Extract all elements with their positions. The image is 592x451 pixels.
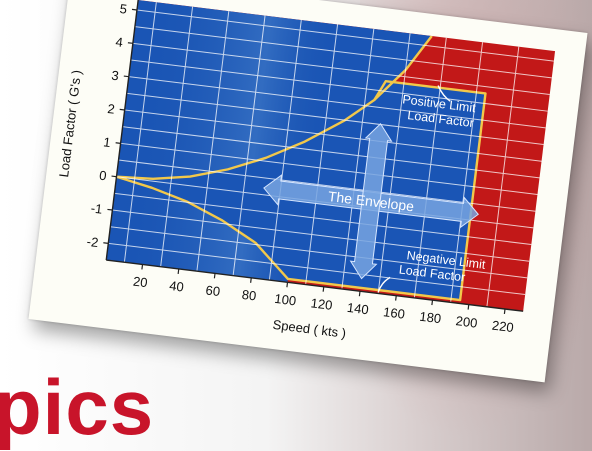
grid-line-horizontal-minor	[130, 59, 548, 112]
x-tick-label: 220	[491, 318, 514, 336]
x-tick	[141, 264, 144, 270]
y-tick	[119, 108, 125, 111]
x-tick-label: 120	[310, 295, 333, 313]
grid-line-horizontal-minor	[122, 126, 540, 179]
grid-line-horizontal	[128, 76, 546, 129]
y-tick-label: -1	[90, 200, 103, 216]
x-tick	[503, 308, 506, 315]
grid-line-horizontal	[124, 109, 542, 162]
negative-limit-pointer	[377, 276, 391, 293]
x-tick	[358, 291, 361, 297]
y-axis-line	[105, 0, 139, 261]
grid-line-horizontal	[136, 9, 554, 62]
x-tick-label: 180	[419, 309, 442, 327]
y-tick-label: 2	[107, 101, 116, 117]
x-tick-label: 140	[346, 300, 369, 318]
x-tick-label: 40	[169, 278, 185, 295]
stall-region-shading	[106, 0, 432, 283]
x-tick	[322, 286, 325, 292]
x-tick-label: 200	[455, 313, 478, 331]
y-tick	[111, 175, 117, 178]
grid-line-horizontal-minor	[110, 226, 528, 279]
y-tick-label: 0	[98, 168, 107, 184]
x-axis-line	[106, 259, 524, 312]
y-tick-label: 5	[119, 1, 128, 17]
grid-line-horizontal-minor	[134, 26, 552, 79]
x-axis-title: Speed ( kts )	[272, 317, 347, 341]
x-tick	[431, 300, 434, 306]
grid-lines	[108, 2, 554, 307]
x-tick-label: 60	[205, 282, 221, 299]
grid-line-horizontal	[120, 142, 538, 196]
flight-envelope-chart: -2 -1 0 1 2 3 4 5 20 40 60 80 100 120 140 160 180 200 220 S…	[56, 0, 556, 341]
x-tick-label: 80	[241, 287, 257, 304]
y-tick	[127, 42, 133, 44]
y-tick	[123, 75, 129, 78]
chart-card: -2 -1 0 1 2 3 4 5 20 40 60 80 100 120 140 160 180 200 220 S…	[28, 0, 588, 383]
envelope-arrow-vertical	[349, 122, 393, 280]
x-tick	[250, 277, 252, 283]
y-tick	[115, 142, 121, 144]
y-tick-label: -2	[86, 234, 99, 250]
grid-line-horizontal	[108, 242, 526, 296]
y-tick-label: 1	[103, 134, 112, 150]
x-tick	[286, 282, 289, 288]
grid-line-horizontal	[132, 42, 550, 96]
x-tick	[213, 273, 216, 279]
grid-line-horizontal	[112, 209, 530, 262]
y-tick	[107, 208, 113, 211]
grid-line-horizontal-minor	[114, 192, 532, 246]
x-tick	[177, 268, 180, 274]
x-tick-label: 20	[132, 274, 148, 291]
x-tick-label: 160	[382, 304, 405, 322]
y-tick	[131, 8, 138, 11]
background-heading-fragment: pics	[0, 363, 155, 451]
y-tick-label: 4	[115, 34, 124, 50]
positive-limit-pointer	[437, 85, 451, 102]
x-tick-label: 100	[274, 291, 297, 309]
y-tick	[103, 242, 109, 244]
x-tick	[395, 295, 397, 301]
y-tick-label: 3	[111, 68, 120, 84]
y-axis-title: Load Factor ( G's )	[56, 69, 84, 178]
grid-line-horizontal-minor	[126, 92, 544, 146]
x-tick	[467, 304, 470, 310]
